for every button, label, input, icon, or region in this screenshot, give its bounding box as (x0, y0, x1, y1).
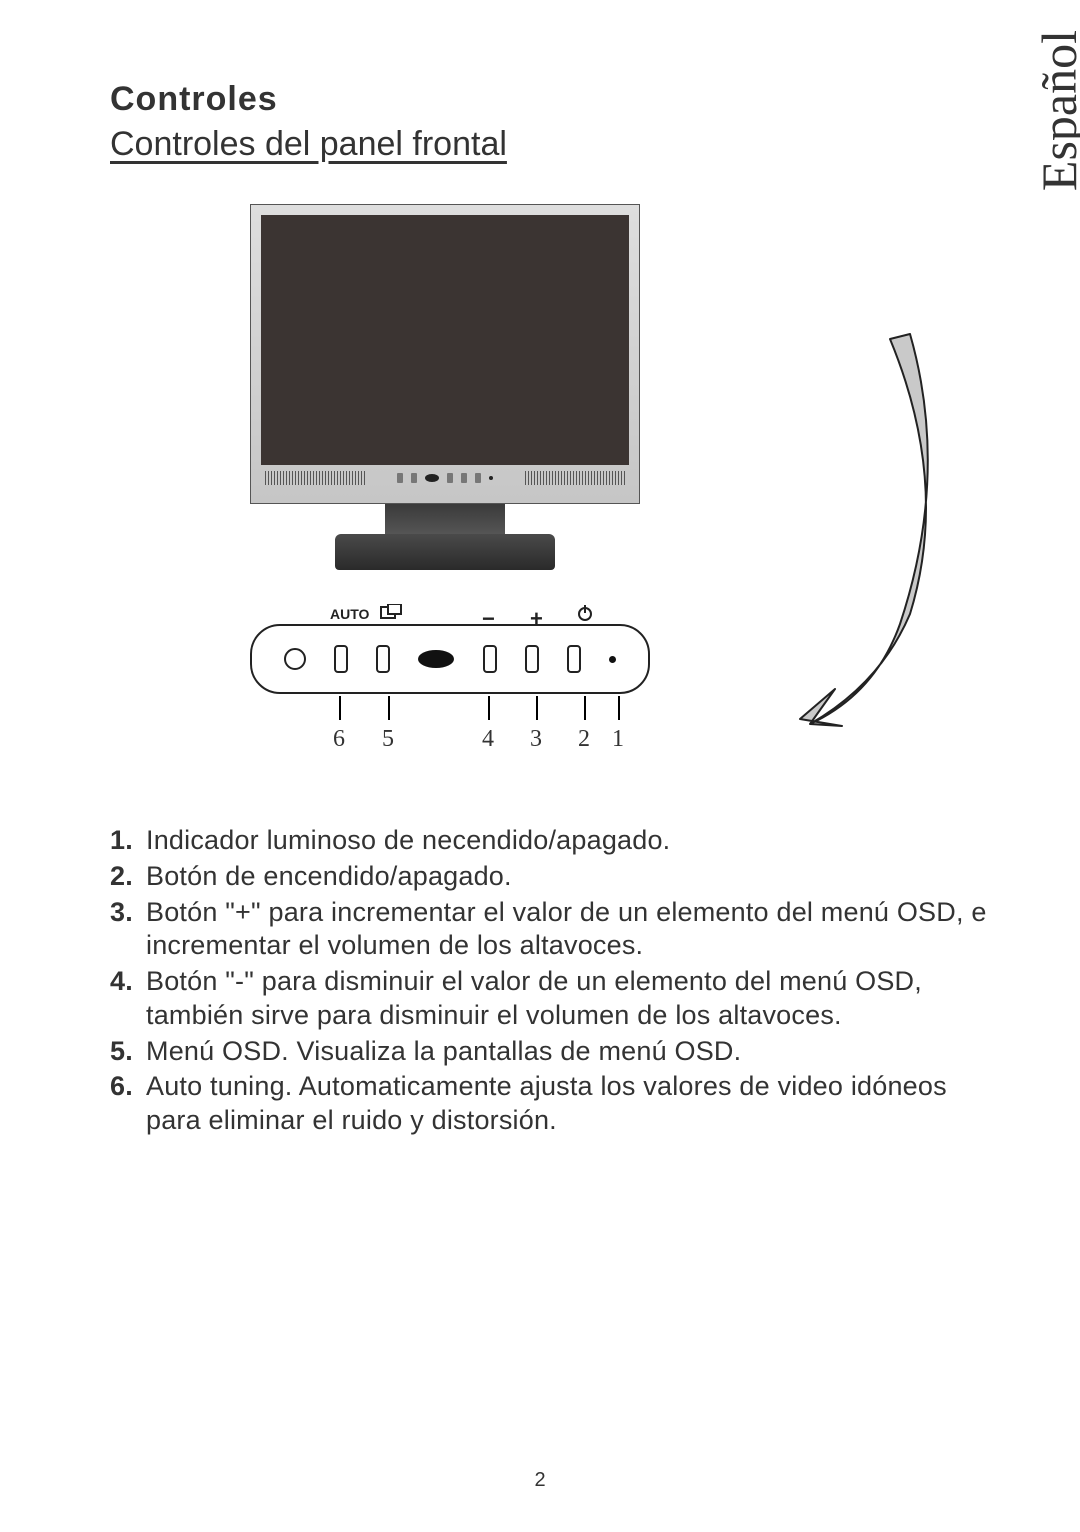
page-subtitle: Controles del panel frontal (110, 125, 990, 164)
panel-hole (284, 648, 306, 670)
callout-4: 4 (482, 726, 494, 753)
auto-label: AUTO (330, 606, 369, 622)
list-item: 4.Botón "-" para disminuir el valor de u… (110, 965, 990, 1033)
auto-button (334, 645, 348, 673)
power-led (609, 656, 616, 663)
minus-button (483, 645, 497, 673)
figure: AUTO − + 6 5 4 (110, 204, 990, 784)
control-panel-zoom (250, 624, 650, 694)
page-title: Controles (110, 80, 990, 119)
front-buttons (397, 473, 493, 483)
callouts: 6 5 4 3 2 1 (250, 696, 650, 766)
monitor-bezel (250, 204, 640, 504)
zoom-arrow-icon (780, 324, 960, 744)
speaker-grille-left (265, 471, 365, 485)
panel-icon-row: AUTO − + (250, 606, 650, 626)
plus-button (525, 645, 539, 673)
power-button (567, 645, 581, 673)
menu-button (376, 645, 390, 673)
description-list: 1.Indicador luminoso de necendido/apagad… (110, 824, 990, 1138)
callout-2: 2 (578, 726, 590, 753)
menu-window-icon (380, 604, 402, 625)
callout-1: 1 (612, 726, 624, 753)
monitor-screen (261, 215, 629, 465)
language-tab: Español (1030, 30, 1080, 191)
ir-sensor (418, 650, 454, 668)
list-item: 5.Menú OSD. Visualiza la pantallas de me… (110, 1035, 990, 1069)
monitor-base (335, 534, 555, 570)
callout-6: 6 (333, 726, 345, 753)
monitor-front-view (250, 204, 640, 570)
speaker-grille-right (525, 471, 625, 485)
list-item: 3.Botón "+" para incrementar el valor de… (110, 896, 990, 964)
callout-5: 5 (382, 726, 394, 753)
list-item: 6.Auto tuning. Automaticamente ajusta lo… (110, 1070, 990, 1138)
callout-3: 3 (530, 726, 542, 753)
list-item: 1.Indicador luminoso de necendido/apagad… (110, 824, 990, 858)
page-number: 2 (534, 1469, 545, 1492)
list-item: 2.Botón de encendido/apagado. (110, 860, 990, 894)
monitor-neck (385, 504, 505, 534)
